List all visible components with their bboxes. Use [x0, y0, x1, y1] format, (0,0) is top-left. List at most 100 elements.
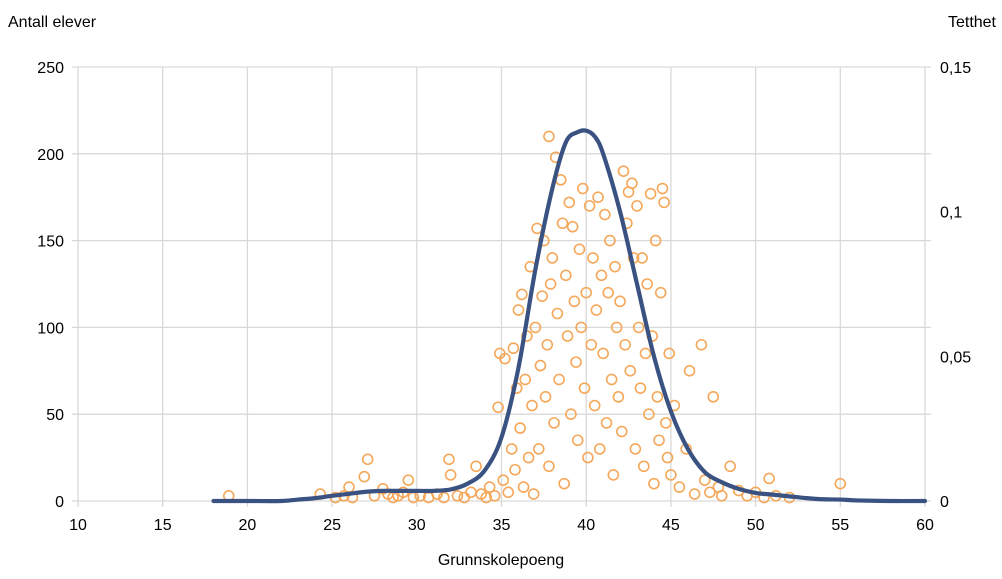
scatter-point [639, 347, 652, 360]
x-tick-label: 25 [323, 517, 341, 534]
scatter-point [609, 260, 621, 273]
scatter-point [558, 477, 570, 490]
scatter-point [519, 373, 532, 386]
scatter-point [595, 269, 608, 282]
right-tick-label: 0,05 [940, 349, 971, 366]
x-tick-label: 60 [916, 517, 934, 534]
scatter-point [600, 417, 613, 429]
scatter-point [626, 177, 638, 190]
scatter-point [604, 234, 616, 247]
scatter-point [553, 373, 565, 386]
right-tick-label: 0,15 [940, 60, 971, 77]
scatter-point [617, 165, 630, 177]
x-tick-label: 45 [662, 517, 680, 534]
left-tick-label: 250 [37, 60, 64, 77]
scatter-point [648, 477, 660, 490]
scatter-point [568, 295, 581, 308]
left-tick-label: 100 [37, 320, 64, 337]
scatter-point [599, 208, 611, 221]
scatter-point [526, 399, 538, 412]
scatter-point [624, 364, 637, 377]
x-axis-tick-labels: 10 15 20 25 30 35 40 45 50 55 60 [69, 517, 934, 534]
density-series [211, 128, 928, 504]
scatter-series [222, 130, 847, 504]
scatter-point [402, 474, 415, 486]
left-tick-label: 50 [46, 407, 64, 424]
scatter-point [704, 486, 716, 499]
scatter-point [443, 453, 455, 466]
scatter-point [571, 434, 584, 447]
scatter-point [509, 463, 521, 476]
scatter-point [561, 330, 574, 342]
left-axis-tick-labels: 0 50 100 150 200 250 [37, 60, 64, 511]
left-tick-label: 200 [37, 147, 64, 164]
scatter-point [502, 486, 515, 499]
scatter-point [637, 460, 650, 473]
scatter-point [565, 408, 577, 421]
scatter-point [573, 243, 586, 256]
scatter-point [563, 196, 576, 209]
scatter-point [582, 451, 594, 464]
scatter-point [707, 391, 720, 403]
scatter-point [634, 382, 647, 394]
scatter-point [631, 200, 643, 212]
scatter-point [343, 481, 355, 493]
scatter-point [556, 217, 569, 230]
scatter-point [593, 443, 606, 455]
scatter-point [534, 359, 547, 372]
scatter-point [660, 417, 672, 429]
scatter-point [651, 391, 664, 403]
scatter-point [587, 252, 599, 264]
scatter-point [544, 278, 557, 290]
scatter-point [698, 474, 711, 486]
scatter-point [575, 321, 587, 334]
scatter-point [605, 373, 618, 386]
scatter-point [470, 460, 482, 473]
left-tick-label: 150 [37, 234, 64, 251]
scatter-point [536, 290, 548, 302]
right-tick-label: 0,1 [940, 205, 962, 222]
scatter-point [607, 469, 620, 481]
scatter-point [583, 200, 596, 212]
scatter-point [451, 489, 464, 502]
scatter-point [661, 451, 674, 464]
scatter-point [656, 182, 669, 195]
scatter-point [715, 489, 728, 502]
scatter-point [531, 222, 543, 235]
scatter-point [499, 352, 511, 365]
x-tick-label: 40 [577, 517, 595, 534]
scatter-point [597, 347, 609, 360]
scatter-point [522, 451, 535, 464]
x-tick-label: 50 [747, 517, 765, 534]
scatter-point [566, 220, 579, 233]
scatter-point [570, 356, 582, 368]
scatter-point [590, 304, 603, 316]
left-tick-label: 0 [55, 494, 64, 511]
scatter-point [497, 474, 509, 486]
scatter-point [683, 364, 696, 377]
scatter-point [551, 307, 564, 320]
scatter-point [361, 453, 374, 466]
x-tick-label: 20 [239, 517, 257, 534]
scatter-point [695, 338, 708, 351]
scatter-point [665, 469, 677, 481]
right-axis-title: Tetthet [947, 14, 996, 31]
scatter-point [588, 399, 601, 412]
scatter-point [492, 401, 504, 414]
scatter-point [578, 382, 591, 394]
scatter-point [543, 130, 555, 143]
scatter-point [649, 234, 662, 247]
scatter-point [834, 477, 847, 490]
scatter-point [358, 470, 371, 483]
scatter-point [465, 486, 477, 499]
scatter-point [763, 472, 775, 485]
scatter-point [644, 187, 657, 200]
scatter-point [539, 391, 552, 403]
scatter-point [724, 460, 736, 473]
scatter-point [541, 338, 554, 351]
scatter-point [636, 252, 648, 264]
scatter-point [688, 488, 701, 500]
scatter-point [612, 391, 625, 403]
scatter-point [602, 286, 615, 299]
